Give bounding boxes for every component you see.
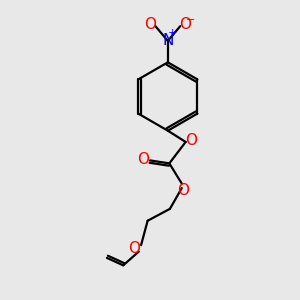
Text: N: N bbox=[162, 33, 173, 48]
Text: O: O bbox=[144, 17, 156, 32]
Text: O: O bbox=[177, 183, 189, 198]
Text: O: O bbox=[137, 152, 149, 167]
Text: O: O bbox=[128, 241, 140, 256]
Text: +: + bbox=[168, 28, 177, 38]
Text: O: O bbox=[180, 17, 192, 32]
Text: O: O bbox=[186, 133, 198, 148]
Text: −: − bbox=[185, 15, 195, 25]
